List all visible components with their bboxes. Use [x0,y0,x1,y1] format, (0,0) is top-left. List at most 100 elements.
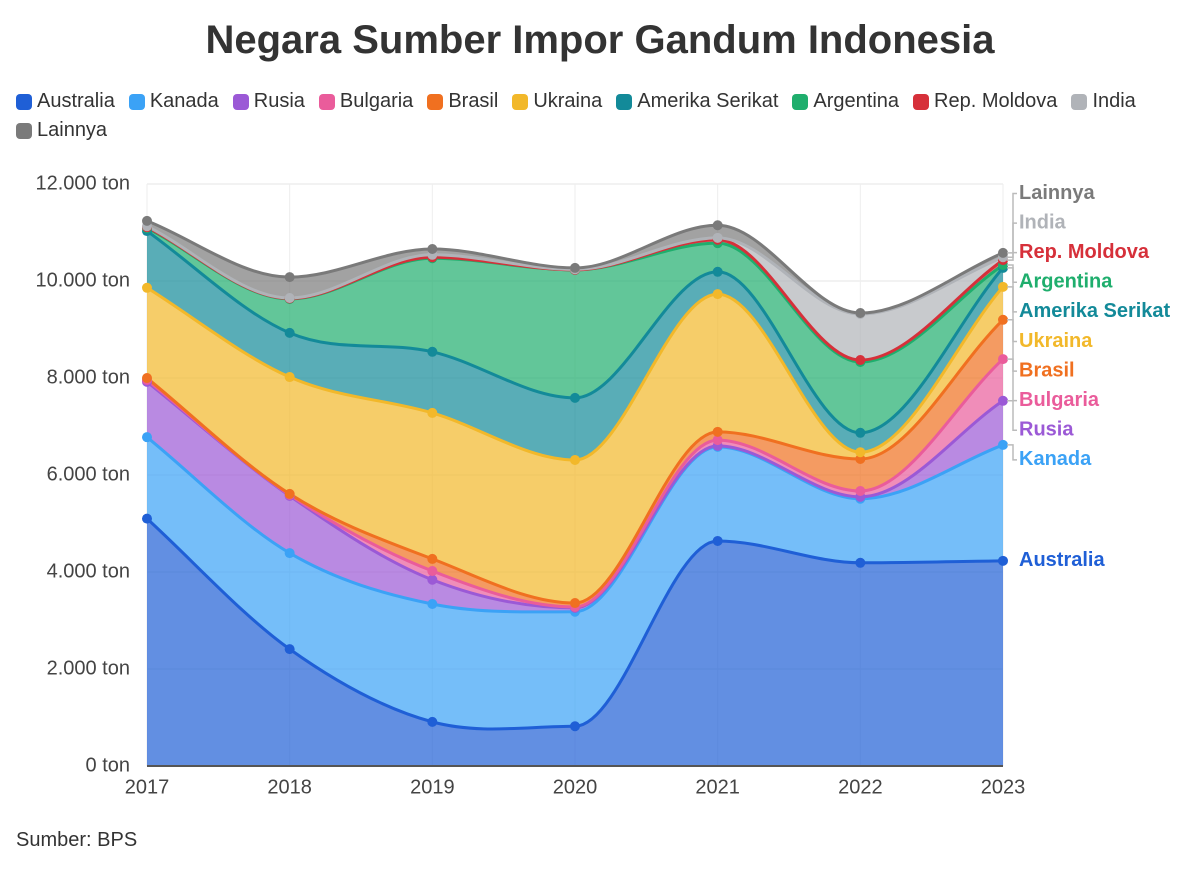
legend-item: India [1071,90,1136,113]
legend-swatch [16,93,32,110]
point [142,282,152,293]
legend-item: Amerika Serikat [616,90,778,113]
point [712,266,723,277]
legend: Australia Kanada Rusia Bulgaria Brasil Ukrain… [16,90,1176,142]
point [712,426,723,437]
point [998,439,1008,450]
end-label: Rusia [1019,419,1074,441]
legend-swatch [512,93,529,110]
legend-swatch [16,122,32,139]
area [147,319,1003,607]
legend-label: Bulgaria [339,90,414,112]
legend-swatch [792,93,809,110]
point [142,513,152,524]
point [570,598,580,609]
point [998,247,1008,258]
point [570,721,580,732]
legend-swatch [427,93,444,110]
label-connector [1007,319,1017,372]
legend-item: Brasil [427,90,498,113]
legend-item: Kanada [128,90,219,113]
label-connector [1007,267,1017,313]
area [147,381,1003,612]
legend-label: India [1092,90,1136,112]
point [142,373,152,383]
end-label: Amerika Serikat [1019,300,1171,322]
point [712,535,723,546]
point [712,435,723,446]
legend-item: Ukraina [512,90,602,113]
point [998,281,1008,292]
area [147,518,1003,766]
chart-title: Negara Sumber Impor Gandum Indonesia [205,18,995,62]
point [712,289,723,300]
y-tick-label: 2.000 ton [47,657,130,679]
end-label: Australia [1019,549,1105,571]
legend-swatch [128,93,145,110]
label-connector [1007,264,1017,284]
dots [142,215,1008,732]
end-label: Ukraina [1019,330,1093,352]
legend-label: Rusia [253,90,305,112]
legend-item: Rep. Moldova [913,90,1057,113]
legend-label: Ukraina [533,90,603,112]
x-tick-label: 2021 [695,776,740,798]
point [855,355,866,366]
legend-label: Kanada [149,90,219,112]
end-label: India [1019,211,1067,233]
legend-item: Lainnya [16,119,107,142]
point [284,372,295,383]
end-label: Lainnya [1019,182,1095,204]
label-connector [1007,192,1017,254]
point [284,644,295,655]
legend-label: Lainnya [37,119,108,141]
point [855,447,866,458]
y-tick-label: 12.000 ton [35,172,130,194]
point [427,553,438,564]
point [712,220,723,231]
legend-label: Argentina [813,90,900,112]
point [998,555,1008,566]
end-label: Bulgaria [1019,389,1100,411]
point [427,346,438,357]
y-tick-label: 10.000 ton [35,269,130,291]
point [427,574,438,585]
y-tick-label: 4.000 ton [47,560,130,582]
x-tick-label: 2020 [553,776,598,798]
legend-item: Rusia [232,90,305,113]
end-label: Argentina [1019,271,1113,293]
label-connector [1007,444,1017,461]
legend-swatch [318,93,335,110]
y-tick-label: 8.000 ton [47,366,130,388]
x-tick-label: 2023 [981,776,1026,798]
legend-label: Amerika Serikat [637,90,779,112]
x-tick-label: 2017 [125,776,170,798]
source-note: Sumber: BPS [16,829,138,851]
legend-label: Rep. Moldova [934,90,1058,112]
label-connector [1007,400,1017,432]
area [147,286,1003,604]
point [998,395,1008,406]
point [142,215,152,226]
end-label: Kanada [1019,448,1092,470]
point [284,548,295,559]
point [427,599,438,610]
point [427,407,438,418]
end-label: Rep. Moldova [1019,241,1150,263]
point [855,486,866,497]
legend-swatch [616,93,633,110]
point [284,292,295,303]
end-label: Brasil [1019,359,1075,381]
legend-label: Australia [37,90,115,112]
point [284,488,295,499]
legend-item: Australia [16,90,115,113]
legend-swatch [1071,93,1088,110]
legend-label: Brasil [448,90,499,112]
point [855,308,866,319]
x-tick-label: 2022 [838,776,883,798]
label-connector [1007,251,1017,261]
point [998,314,1008,325]
legend-swatch [913,93,930,110]
